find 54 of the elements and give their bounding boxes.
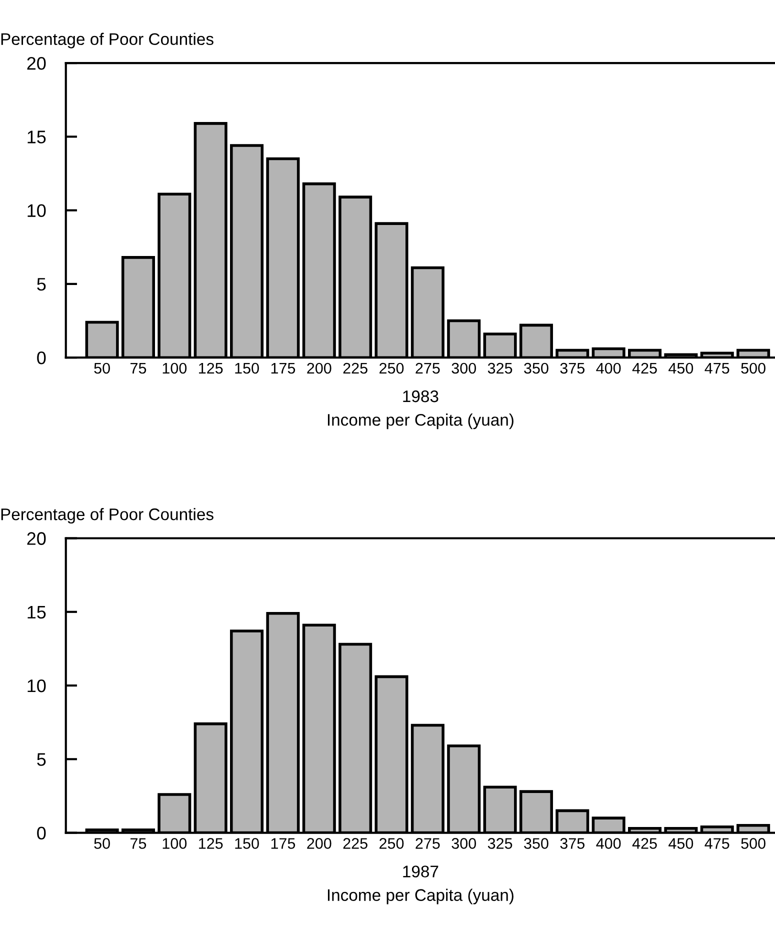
text: 1987 [403, 866, 438, 878]
x-tick-label: 200 [307, 838, 332, 849]
x-tick-label: 450 [668, 838, 694, 849]
x-tick-label: 100 [162, 838, 187, 849]
x-tick-label: 75 [130, 838, 146, 849]
y-tick-label: 15 [28, 606, 46, 619]
x-tick-label: 350 [524, 362, 548, 374]
x-tick-label: 150 [235, 838, 259, 849]
x-tick-label: 350 [524, 838, 548, 849]
x-tick-label: 400 [596, 362, 621, 374]
x-axis-title: Income per Capita (yuan) [328, 888, 514, 904]
x-tick-label: 125 [199, 838, 223, 849]
x-tick-label: 475 [704, 838, 730, 849]
x-tick-label: 450 [668, 362, 694, 374]
y-tick-label: 0 [37, 826, 46, 840]
x-tick-label: 50 [94, 362, 110, 374]
x-tick-label: 400 [596, 838, 621, 849]
y-tick-label: 15 [28, 130, 46, 144]
text: 1983 [403, 390, 438, 402]
x-tick-label: 300 [452, 362, 476, 374]
x-tick-label: 500 [741, 838, 766, 849]
x-tick-label: 200 [307, 362, 332, 374]
y-tick-label: 5 [37, 278, 46, 291]
x-tick-label: 325 [488, 838, 512, 849]
x-tick-label: 500 [741, 362, 766, 374]
y-tick-label: 10 [28, 679, 46, 692]
x-tick-label: 100 [162, 362, 187, 374]
y-tick-label: 20 [27, 56, 46, 70]
x-tick-label: 275 [416, 838, 440, 849]
x-tick-label: 250 [380, 838, 404, 849]
x-tick-label: 175 [271, 363, 296, 374]
x-tick-label: 325 [488, 362, 512, 374]
x-tick-label: 225 [343, 362, 368, 374]
x-tick-label: 50 [94, 838, 110, 849]
x-tick-label: 75 [130, 363, 146, 374]
x-axis-title: Income per Capita (yuan) [328, 414, 514, 430]
y-tick-label: 0 [37, 352, 46, 364]
x-tick-label: 375 [560, 362, 584, 374]
y-tick-label: 10 [28, 204, 46, 218]
x-tick-label: 125 [199, 362, 223, 374]
y-axis-title: Percentage of Poor Counties [1, 32, 214, 48]
x-tick-label: 425 [632, 362, 657, 374]
x-tick-label: 375 [560, 838, 584, 849]
x-tick-label: 175 [271, 838, 296, 849]
y-tick-label: 20 [27, 532, 46, 545]
x-tick-label: 225 [343, 838, 368, 849]
x-tick-label: 150 [235, 362, 259, 374]
x-tick-label: 275 [416, 362, 440, 374]
y-tick-label: 5 [37, 753, 46, 766]
x-tick-label: 300 [452, 838, 476, 849]
x-tick-label: 425 [632, 838, 657, 849]
x-tick-label: 475 [704, 363, 730, 374]
x-tick-label: 250 [380, 362, 404, 374]
y-axis-title: Percentage of Poor Counties [1, 508, 214, 524]
